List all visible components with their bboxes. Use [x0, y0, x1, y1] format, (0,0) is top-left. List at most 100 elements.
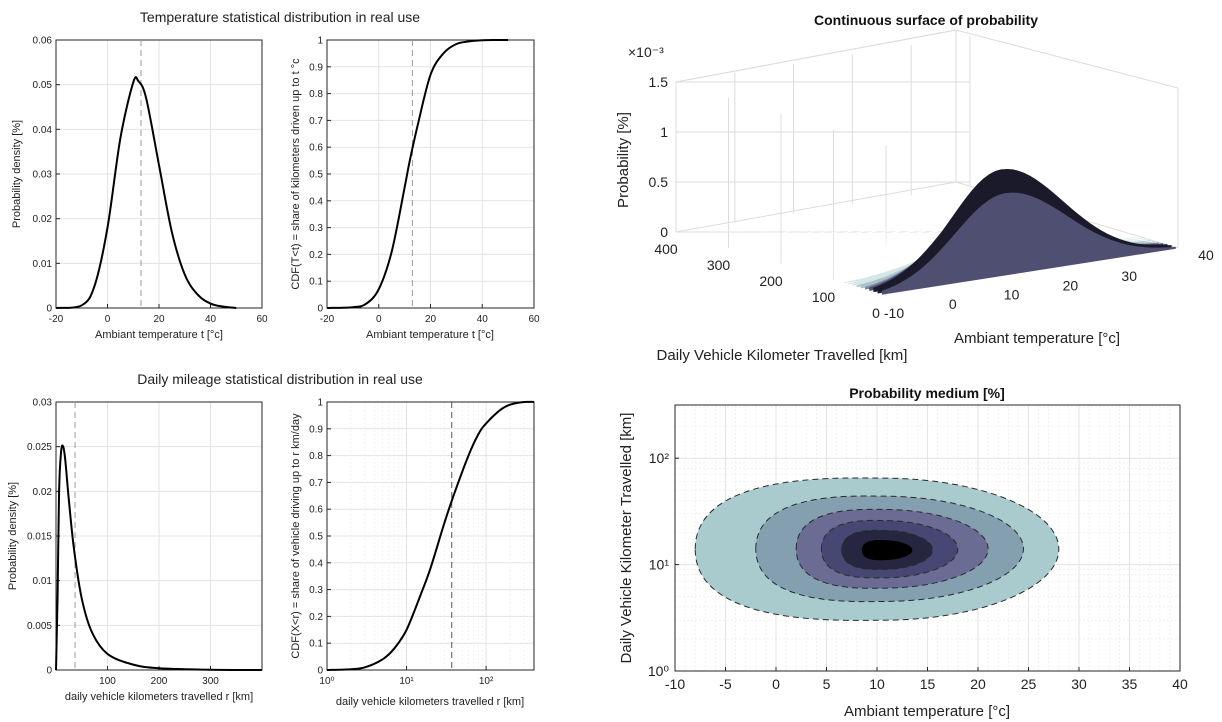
contour-x-tick-label: 40 — [1172, 676, 1188, 692]
surface-xlabel: Ambiant temperature [°c] — [954, 330, 1120, 347]
contour-panel: Probability medium [%] -10 -5 0 5 10 15 20 25 30… — [618, 385, 1188, 720]
surface-slice — [722, 200, 1017, 247]
y-tick-label: 0.2 — [309, 612, 323, 623]
y-tick-label: 0.4 — [309, 558, 323, 569]
surface-y-tick-label: 100 — [812, 289, 836, 305]
mileage-cdf-panel: 00.10.20.30.40.50.60.70.80.91 10⁰ 10¹ 10² … — [290, 398, 535, 708]
y-tick-label: 0.02 — [33, 214, 53, 225]
y-tick-label: 0.04 — [33, 125, 53, 136]
y-tick-label: 0.03 — [33, 170, 53, 181]
y-tick-label: 0.8 — [309, 451, 323, 462]
x-tick-label: 100 — [99, 676, 116, 687]
surface-z-tick-label: 1 — [660, 124, 668, 140]
surface-y-tick-label: 0 — [872, 305, 880, 321]
y-tick-label: 0.06 — [33, 36, 53, 47]
x-tick-label: 40 — [205, 314, 217, 325]
surface-x-tick-label: 20 — [1063, 277, 1079, 293]
contour-y-tick-label: 10² — [649, 450, 670, 466]
surface-slice — [726, 201, 1021, 248]
y-tick-label: 0 — [317, 304, 323, 315]
contour-xlabel: Ambiant temperature [°c] — [844, 703, 1010, 720]
temp-cdf-xlabel: Ambiant temperature t [°c] — [366, 329, 494, 341]
y-tick-label: 0.3 — [309, 585, 323, 596]
surface-x-tick-label: 40 — [1198, 247, 1214, 263]
y-tick-label: 0.2 — [309, 250, 323, 261]
x-tick-label: 0 — [105, 314, 111, 325]
contour-x-tick-label: 30 — [1071, 676, 1087, 692]
y-tick-label: 0.7 — [309, 116, 323, 127]
mileage-cdf-ylabel: CDF(X<r) = share of vehicle driving up t… — [290, 413, 302, 659]
surface-slice — [881, 192, 1176, 295]
contour-x-tick-label: -5 — [719, 676, 732, 692]
y-tick-label: 0.9 — [309, 424, 323, 435]
y-tick-label: 0.01 — [33, 259, 53, 270]
y-tick-label: 0.03 — [33, 398, 53, 409]
x-tick-label: 10¹ — [399, 676, 414, 687]
x-tick-label: -20 — [49, 314, 64, 325]
surface-z-tick-label: 0.5 — [649, 174, 669, 190]
contour-x-tick-label: 0 — [772, 676, 780, 692]
x-tick-label: 200 — [151, 676, 168, 687]
surface-z-tick-label: 1.5 — [649, 74, 669, 90]
surface-x-tick-label: 30 — [1121, 268, 1137, 284]
surface-slice — [676, 185, 970, 232]
contour-y-tick-label: 10⁰ — [648, 663, 670, 679]
surface-ylabel: Daily Vehicle Kilometer Travelled [km] — [657, 347, 908, 364]
contour-x-tick-label: -10 — [665, 676, 685, 692]
contour-x-tick-label: 5 — [823, 676, 831, 692]
y-tick-label: 0.025 — [27, 442, 52, 453]
surface-slice — [709, 196, 1004, 243]
mileage-cdf-xlabel: daily vehicle kilometers travelled r [km… — [336, 696, 524, 708]
y-tick-label: 0.5 — [309, 532, 323, 543]
surface-slice — [680, 187, 975, 234]
y-tick-label: 0 — [46, 304, 52, 315]
y-tick-label: 0.1 — [309, 277, 323, 288]
y-tick-label: 0.5 — [309, 170, 323, 181]
surface-x-tick-label: -10 — [884, 305, 904, 321]
y-tick-label: 0.1 — [309, 639, 323, 650]
surface-exponent: ×10⁻³ — [628, 44, 664, 60]
mileage-pdf-curve — [55, 444, 263, 671]
x-tick-label: 60 — [256, 314, 268, 325]
surface-slice — [705, 194, 1000, 241]
surface-y-tick-label: 200 — [759, 273, 783, 289]
surface-title: Continuous surface of probability — [814, 12, 1038, 28]
y-tick-label: 0.01 — [33, 576, 53, 587]
x-tick-label: 40 — [477, 314, 489, 325]
y-tick-label: 0 — [317, 666, 323, 677]
mileage-cdf-curve — [326, 400, 535, 671]
y-tick-label: 0.6 — [309, 505, 323, 516]
surface-y-tick-label: 300 — [707, 257, 731, 273]
temp-group-title: Temperature statistical distribution in … — [140, 9, 420, 25]
mileage-pdf-xlabel: daily vehicle kilometers travelled r [km… — [65, 691, 253, 703]
surface-y-tick-label: 400 — [654, 241, 678, 257]
mileage-group-title: Daily mileage statistical distribution i… — [137, 371, 423, 387]
surface-slice — [730, 202, 1025, 249]
temp-pdf-xlabel: Ambiant temperature t [°c] — [95, 329, 223, 341]
surface-slice — [684, 188, 979, 235]
contour-y-tick-label: 10¹ — [649, 557, 670, 573]
surface-z-tick-label: 0 — [660, 224, 668, 240]
surface-slice — [701, 193, 996, 240]
contour-x-tick-label: 10 — [869, 676, 885, 692]
contour-x-tick-label: 20 — [970, 676, 986, 692]
mileage-pdf-ylabel: Probability density [%] — [7, 482, 19, 590]
contour-title: Probability medium [%] — [849, 385, 1005, 401]
x-tick-label: 20 — [425, 314, 437, 325]
surface-slice — [886, 249, 1180, 296]
surface-slice — [718, 198, 1012, 245]
surface-slice — [692, 191, 987, 238]
y-tick-label: 0.005 — [27, 621, 52, 632]
temp-pdf-curve — [55, 76, 237, 309]
x-tick-label: -20 — [320, 314, 335, 325]
temp-cdf-ylabel: CDF(T<t) = share of kilometers driven up… — [290, 58, 302, 290]
surface-slice — [688, 189, 983, 236]
contour-x-tick-label: 35 — [1122, 676, 1138, 692]
y-tick-label: 0.9 — [309, 62, 323, 73]
y-tick-label: 0.015 — [27, 532, 52, 543]
surface-zlabel: Probability [%] — [615, 112, 632, 208]
y-tick-label: 0.6 — [309, 143, 323, 154]
x-tick-label: 10² — [479, 676, 494, 687]
y-tick-label: 0.02 — [33, 487, 53, 498]
